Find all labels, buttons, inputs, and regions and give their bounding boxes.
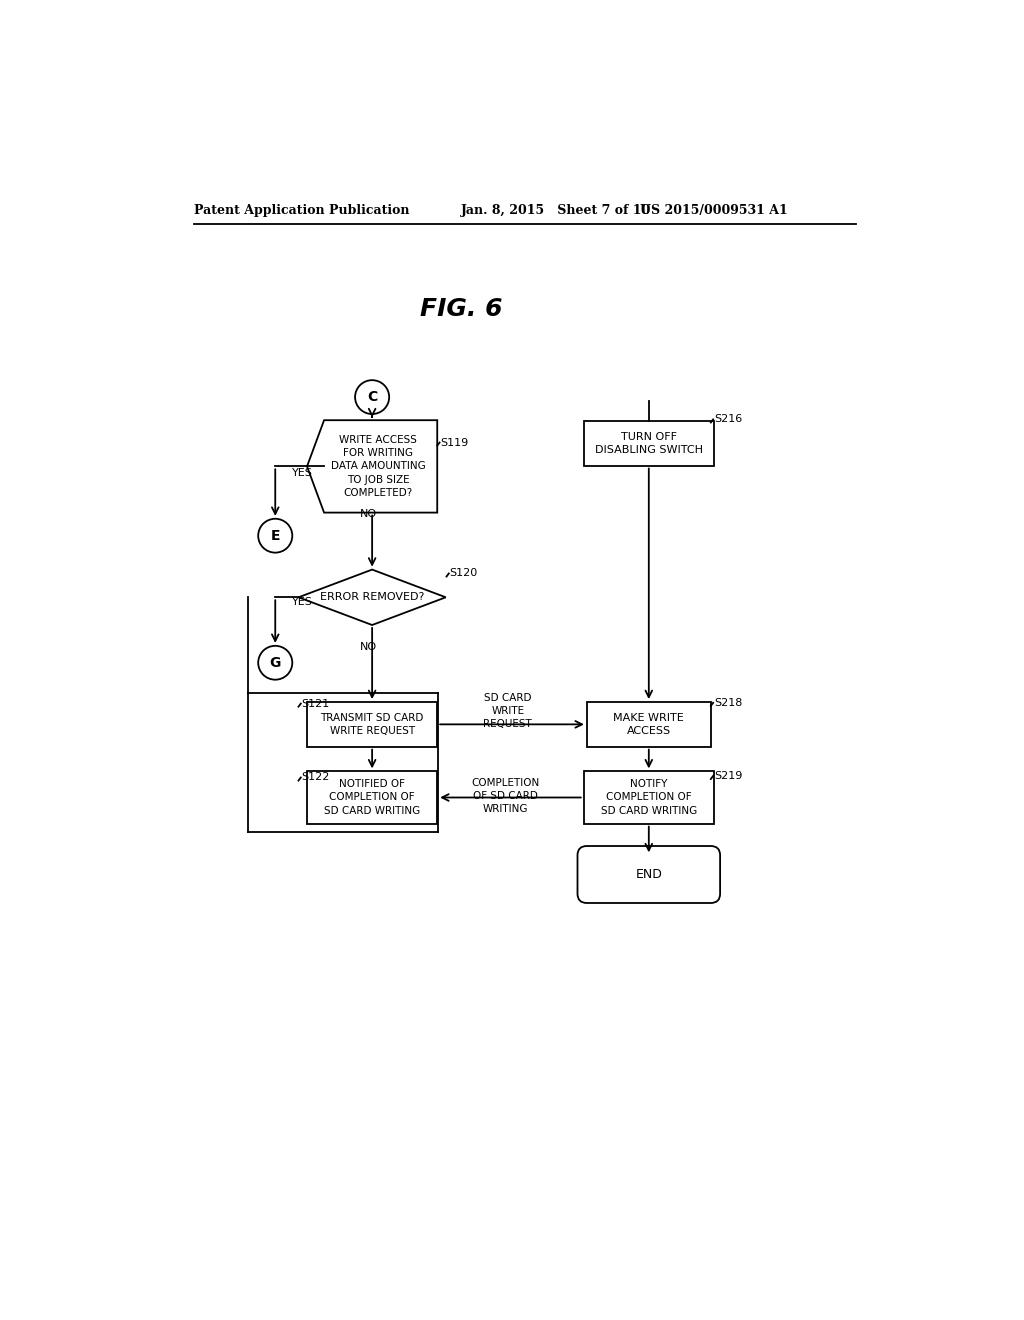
Text: C: C — [367, 391, 377, 404]
Text: END: END — [635, 869, 663, 880]
Text: G: G — [269, 656, 281, 669]
Text: Patent Application Publication: Patent Application Publication — [194, 205, 410, 218]
Text: MAKE WRITE
ACCESS: MAKE WRITE ACCESS — [613, 713, 684, 737]
Text: S219: S219 — [714, 771, 742, 781]
Text: S218: S218 — [714, 698, 742, 708]
Text: S216: S216 — [714, 414, 742, 425]
Text: COMPLETION
OF SD CARD
WRITING: COMPLETION OF SD CARD WRITING — [471, 777, 540, 814]
Text: TRANSMIT SD CARD
WRITE REQUEST: TRANSMIT SD CARD WRITE REQUEST — [321, 713, 424, 737]
Text: FIG. 6: FIG. 6 — [420, 297, 503, 321]
Text: TURN OFF
DISABLING SWITCH: TURN OFF DISABLING SWITCH — [595, 432, 702, 455]
Text: NO: NO — [359, 643, 377, 652]
Text: S119: S119 — [440, 437, 469, 447]
Text: NOTIFIED OF
COMPLETION OF
SD CARD WRITING: NOTIFIED OF COMPLETION OF SD CARD WRITIN… — [324, 779, 420, 816]
Text: S121: S121 — [302, 698, 330, 709]
Text: S120: S120 — [450, 569, 478, 578]
Text: NO: NO — [359, 510, 377, 519]
Text: YES: YES — [292, 467, 312, 478]
Text: NOTIFY
COMPLETION OF
SD CARD WRITING: NOTIFY COMPLETION OF SD CARD WRITING — [601, 779, 697, 816]
Text: WRITE ACCESS
FOR WRITING
DATA AMOUNTING
TO JOB SIZE
COMPLETED?: WRITE ACCESS FOR WRITING DATA AMOUNTING … — [331, 436, 426, 498]
Text: US 2015/0009531 A1: US 2015/0009531 A1 — [640, 205, 787, 218]
Text: Jan. 8, 2015   Sheet 7 of 10: Jan. 8, 2015 Sheet 7 of 10 — [461, 205, 651, 218]
Text: E: E — [270, 529, 280, 543]
Text: S122: S122 — [302, 772, 330, 783]
Text: YES: YES — [292, 597, 312, 607]
Text: ERROR REMOVED?: ERROR REMOVED? — [319, 593, 424, 602]
Text: SD CARD
WRITE
REQUEST: SD CARD WRITE REQUEST — [483, 693, 532, 730]
